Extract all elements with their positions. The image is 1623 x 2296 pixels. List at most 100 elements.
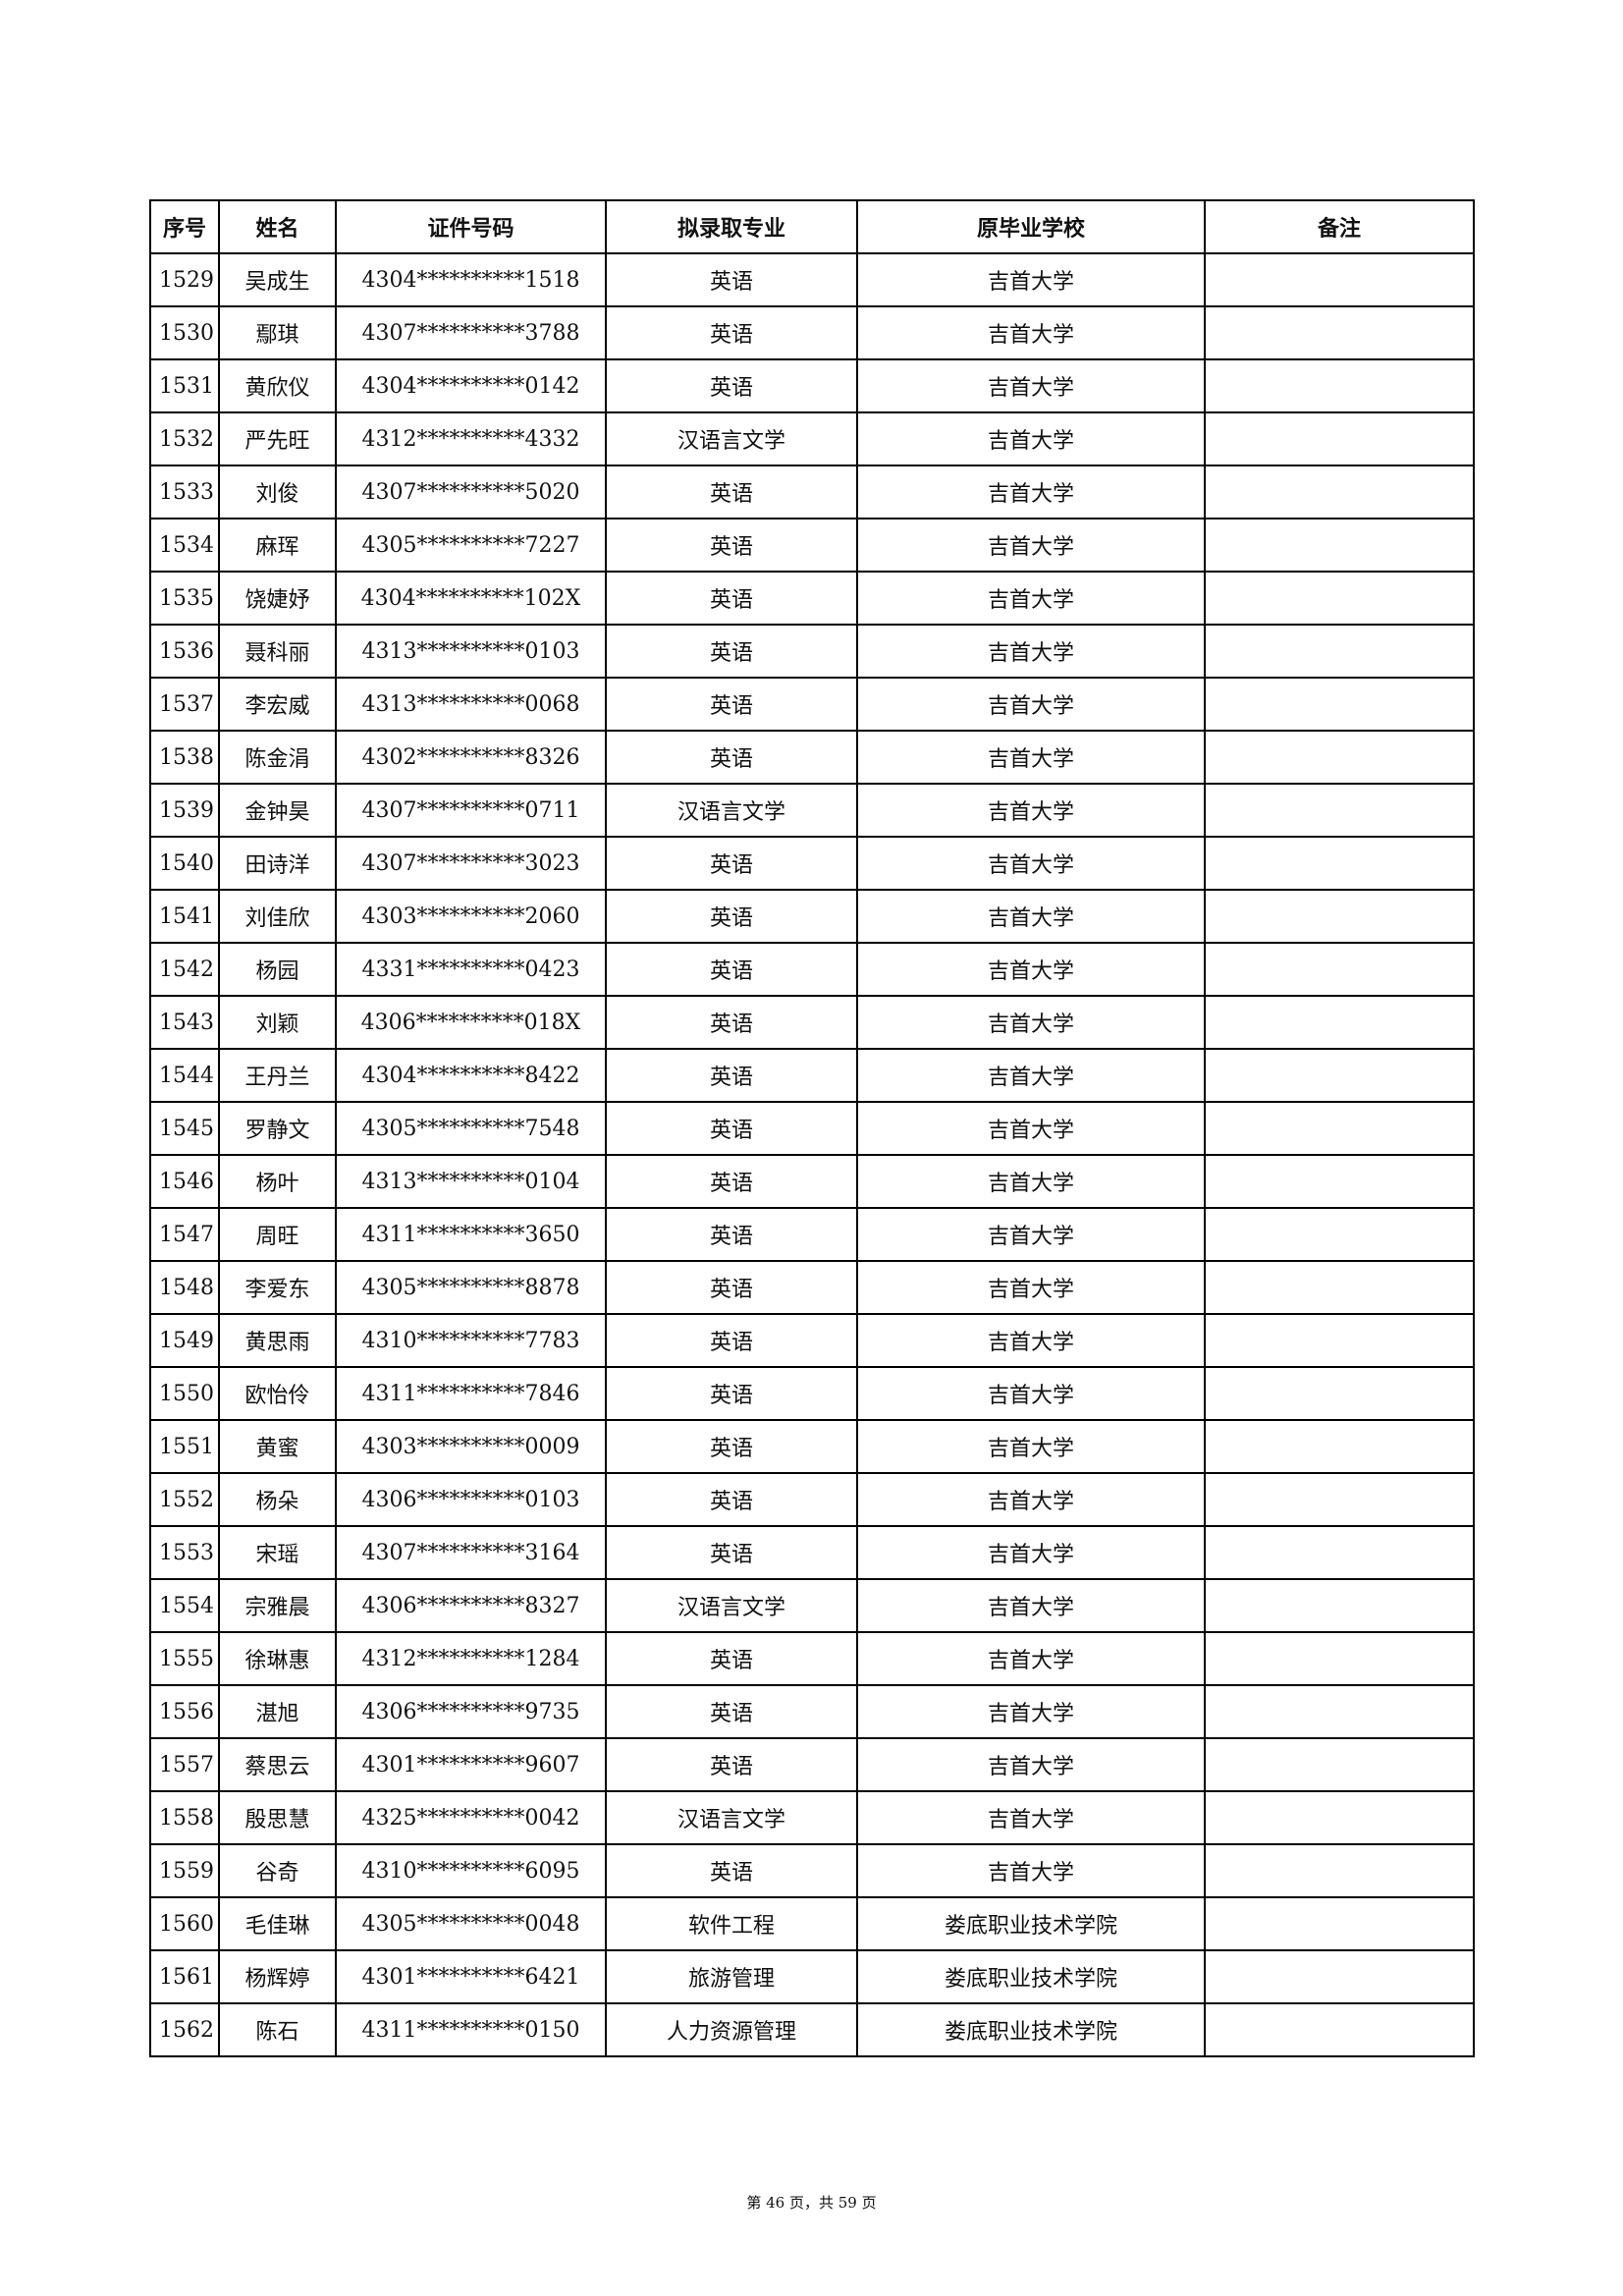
cell-name: 徐琳惠: [218, 1631, 337, 1686]
table-row: 1530 鄢琪 4307**********3788 英语 吉首大学: [149, 305, 1475, 360]
cell-seq: 1541: [149, 889, 220, 944]
cell-remark: [1204, 730, 1475, 785]
cell-remark: [1204, 1843, 1475, 1898]
cell-seq: 1552: [149, 1472, 220, 1527]
cell-name: 李宏威: [218, 677, 337, 732]
cell-school: 吉首大学: [856, 465, 1206, 519]
cell-school: 吉首大学: [856, 1737, 1206, 1792]
cell-remark: [1204, 305, 1475, 360]
cell-major: 英语: [605, 1525, 858, 1580]
cell-school: 吉首大学: [856, 889, 1206, 944]
cell-remark: [1204, 1101, 1475, 1156]
cell-seq: 1549: [149, 1313, 220, 1368]
table-row: 1531 黄欣仪 4304**********0142 英语 吉首大学: [149, 358, 1475, 413]
cell-remark: [1204, 1737, 1475, 1792]
table-row: 1557 蔡思云 4301**********9607 英语 吉首大学: [149, 1737, 1475, 1792]
cell-id-number: 4303**********2060: [335, 889, 607, 944]
cell-name: 刘俊: [218, 465, 337, 519]
cell-seq: 1559: [149, 1843, 220, 1898]
cell-seq: 1543: [149, 995, 220, 1050]
cell-major: 汉语言文学: [605, 783, 858, 838]
cell-name: 毛佳琳: [218, 1896, 337, 1951]
cell-remark: [1204, 1313, 1475, 1368]
cell-school: 吉首大学: [856, 1578, 1206, 1633]
cell-remark: [1204, 1578, 1475, 1633]
cell-school: 吉首大学: [856, 305, 1206, 360]
cell-name: 湛旭: [218, 1684, 337, 1739]
cell-name: 杨园: [218, 942, 337, 997]
cell-major: 英语: [605, 1472, 858, 1527]
admission-table: 序号 姓名 证件号码 拟录取专业 原毕业学校 备注 1529 吴成生 4304********…: [149, 199, 1475, 2057]
table-row: 1558 殷思慧 4325**********0042 汉语言文学 吉首大学: [149, 1790, 1475, 1845]
cell-school: 吉首大学: [856, 252, 1206, 307]
cell-name: 王丹兰: [218, 1048, 337, 1103]
cell-major: 英语: [605, 624, 858, 679]
cell-seq: 1553: [149, 1525, 220, 1580]
cell-major: 英语: [605, 1154, 858, 1209]
cell-remark: [1204, 1949, 1475, 2004]
cell-school: 吉首大学: [856, 1790, 1206, 1845]
cell-major: 英语: [605, 358, 858, 413]
cell-remark: [1204, 783, 1475, 838]
cell-name: 刘佳欣: [218, 889, 337, 944]
cell-seq: 1544: [149, 1048, 220, 1103]
cell-name: 罗静文: [218, 1101, 337, 1156]
table-row: 1554 宗雅晨 4306**********8327 汉语言文学 吉首大学: [149, 1578, 1475, 1633]
cell-remark: [1204, 358, 1475, 413]
table-row: 1546 杨叶 4313**********0104 英语 吉首大学: [149, 1154, 1475, 1209]
cell-id-number: 4310**********6095: [335, 1843, 607, 1898]
cell-remark: [1204, 1154, 1475, 1209]
cell-major: 英语: [605, 1101, 858, 1156]
page-footer: 第 46 页，共 59 页: [746, 2194, 877, 2212]
cell-major: 英语: [605, 889, 858, 944]
cell-id-number: 4313**********0068: [335, 677, 607, 732]
cell-major: 英语: [605, 1313, 858, 1368]
cell-major: 英语: [605, 836, 858, 891]
cell-remark: [1204, 1684, 1475, 1739]
cell-school: 吉首大学: [856, 995, 1206, 1050]
cell-name: 刘颖: [218, 995, 337, 1050]
cell-remark: [1204, 1790, 1475, 1845]
cell-seq: 1535: [149, 571, 220, 626]
cell-school: 吉首大学: [856, 571, 1206, 626]
cell-name: 殷思慧: [218, 1790, 337, 1845]
cell-seq: 1550: [149, 1366, 220, 1421]
cell-major: 英语: [605, 1684, 858, 1739]
cell-school: 吉首大学: [856, 624, 1206, 679]
cell-name: 蔡思云: [218, 1737, 337, 1792]
cell-name: 周旺: [218, 1207, 337, 1262]
table-row: 1556 湛旭 4306**********9735 英语 吉首大学: [149, 1684, 1475, 1739]
cell-school: 娄底职业技术学院: [856, 1896, 1206, 1951]
cell-id-number: 4302**********8326: [335, 730, 607, 785]
cell-school: 吉首大学: [856, 1525, 1206, 1580]
cell-remark: [1204, 836, 1475, 891]
cell-seq: 1542: [149, 942, 220, 997]
cell-school: 吉首大学: [856, 1631, 1206, 1686]
cell-id-number: 4306**********9735: [335, 1684, 607, 1739]
cell-school: 吉首大学: [856, 411, 1206, 466]
table-row: 1551 黄蜜 4303**********0009 英语 吉首大学: [149, 1419, 1475, 1474]
cell-id-number: 4306**********8327: [335, 1578, 607, 1633]
cell-seq: 1532: [149, 411, 220, 466]
cell-remark: [1204, 624, 1475, 679]
cell-major: 英语: [605, 1048, 858, 1103]
cell-seq: 1561: [149, 1949, 220, 2004]
cell-name: 欧怡伶: [218, 1366, 337, 1421]
cell-seq: 1530: [149, 305, 220, 360]
cell-school: 吉首大学: [856, 942, 1206, 997]
cell-name: 宗雅晨: [218, 1578, 337, 1633]
cell-seq: 1538: [149, 730, 220, 785]
cell-remark: [1204, 1260, 1475, 1315]
cell-name: 杨辉婷: [218, 1949, 337, 2004]
header-id-number: 证件号码: [335, 199, 607, 254]
cell-id-number: 4313**********0103: [335, 624, 607, 679]
table-row: 1536 聂科丽 4313**********0103 英语 吉首大学: [149, 624, 1475, 679]
table-row: 1559 谷奇 4310**********6095 英语 吉首大学: [149, 1843, 1475, 1898]
cell-major: 英语: [605, 730, 858, 785]
cell-seq: 1540: [149, 836, 220, 891]
cell-school: 吉首大学: [856, 1843, 1206, 1898]
cell-seq: 1546: [149, 1154, 220, 1209]
table-row: 1547 周旺 4311**********3650 英语 吉首大学: [149, 1207, 1475, 1262]
cell-remark: [1204, 889, 1475, 944]
cell-id-number: 4307**********0711: [335, 783, 607, 838]
